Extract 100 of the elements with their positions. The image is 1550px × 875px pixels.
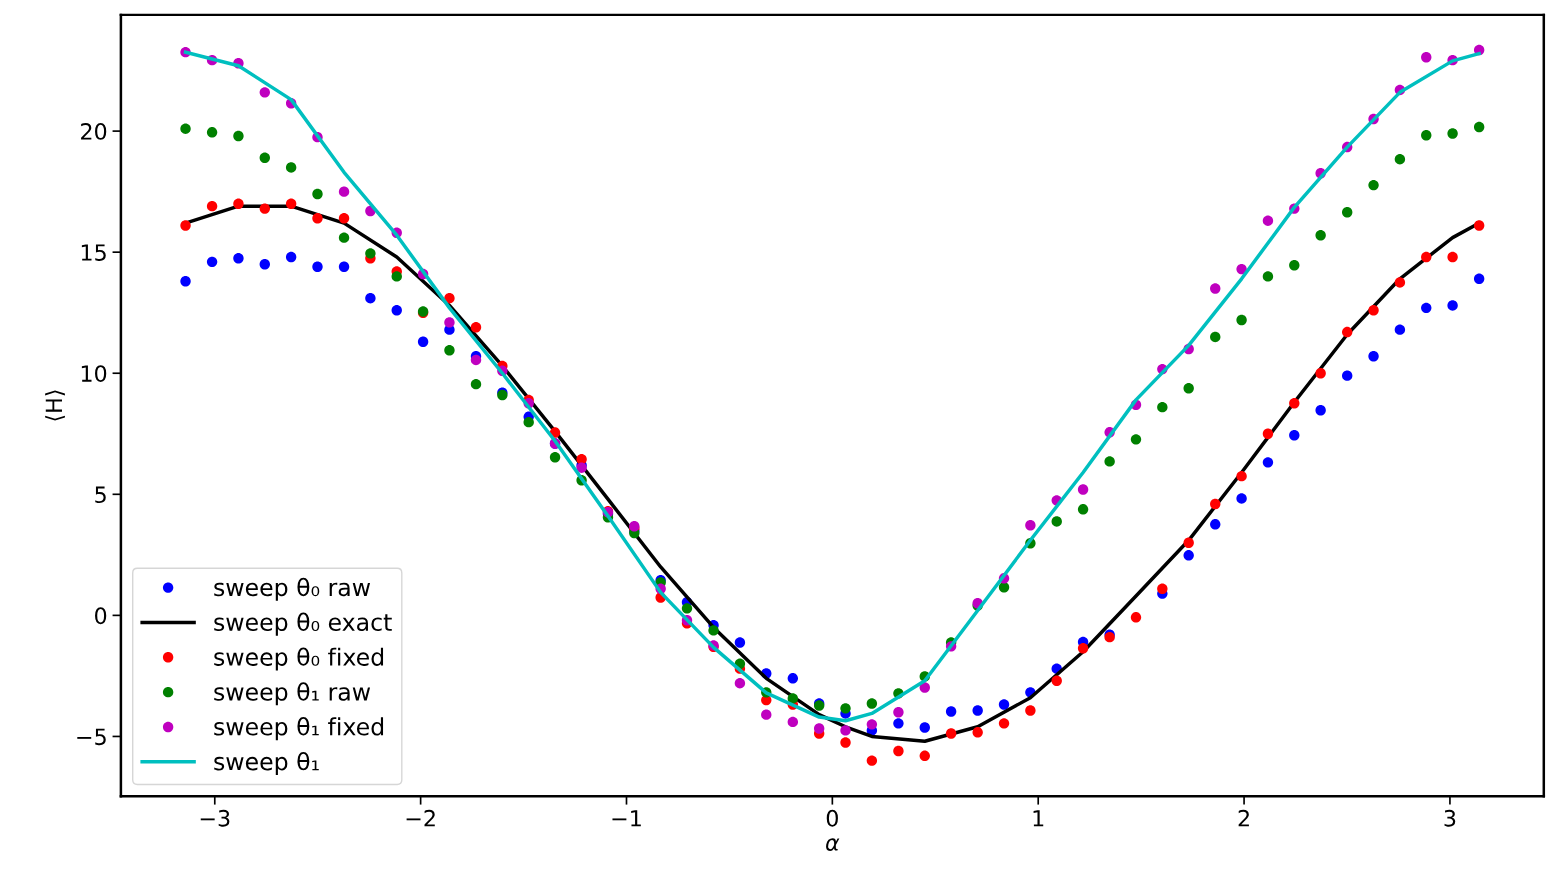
- point: [1447, 300, 1458, 311]
- y-tick-label: 15: [81, 244, 106, 261]
- point: [734, 637, 746, 648]
- point: [1025, 705, 1036, 716]
- point: [761, 709, 772, 720]
- point: [1315, 405, 1326, 416]
- point: [919, 750, 930, 762]
- point: [365, 248, 376, 259]
- point: [233, 253, 244, 264]
- point: [1447, 251, 1458, 263]
- point: [1051, 675, 1062, 686]
- point: [338, 186, 350, 197]
- point: [233, 130, 244, 142]
- legend-label: sweep θ₀ exact: [214, 612, 392, 636]
- point: [866, 719, 878, 730]
- point: [945, 706, 957, 717]
- point: [549, 452, 561, 463]
- point: [1183, 383, 1194, 394]
- point: [1077, 643, 1089, 654]
- y-tick-label: 5: [95, 486, 106, 504]
- point: [1368, 351, 1379, 362]
- point: [523, 416, 534, 428]
- point: [470, 354, 482, 366]
- point: [470, 378, 482, 390]
- point: [813, 723, 825, 734]
- point: [391, 271, 402, 282]
- point: [1342, 370, 1353, 381]
- point: [1210, 519, 1221, 530]
- point: [1473, 273, 1485, 285]
- point: [444, 345, 455, 356]
- point: [919, 722, 930, 733]
- point: [180, 123, 191, 134]
- point: [1236, 493, 1247, 504]
- point: [312, 261, 323, 272]
- point: [734, 677, 746, 689]
- point: [259, 87, 270, 98]
- point: [1051, 516, 1062, 527]
- point: [1157, 401, 1168, 413]
- point: [1210, 283, 1221, 294]
- y-tick-label: 20: [81, 123, 107, 140]
- point: [1342, 207, 1353, 218]
- point: [576, 453, 587, 465]
- point: [259, 203, 270, 214]
- point: [945, 728, 957, 739]
- point: [1394, 153, 1406, 165]
- point: [1342, 326, 1353, 338]
- point: [972, 705, 983, 716]
- legend-label: sweep θ₁ fixed: [214, 717, 384, 741]
- x-axis-title: α: [826, 838, 840, 851]
- point: [1183, 550, 1194, 561]
- point: [1473, 121, 1485, 133]
- point: [1077, 484, 1089, 495]
- point: [893, 745, 904, 757]
- point: [787, 693, 799, 704]
- legend-label: sweep θ₁ raw: [214, 682, 371, 706]
- y-tick-label: −5: [77, 728, 106, 746]
- point: [470, 322, 482, 333]
- point: [1262, 271, 1274, 282]
- point: [787, 673, 799, 684]
- point: [866, 698, 878, 709]
- point: [1183, 537, 1194, 548]
- point: [1289, 398, 1300, 409]
- point: [840, 737, 851, 748]
- point: [1130, 612, 1142, 623]
- y-tick-label: 10: [81, 365, 107, 382]
- point: [1394, 277, 1406, 288]
- point: [338, 261, 350, 272]
- point: [1315, 368, 1326, 379]
- point: [1262, 428, 1274, 439]
- x-tick-label: −1: [612, 810, 641, 827]
- point: [919, 682, 930, 693]
- y-axis-title: ⟨H⟩: [45, 390, 65, 421]
- point: [1421, 251, 1432, 263]
- x-tick-label: 3: [1444, 809, 1456, 827]
- point: [1421, 130, 1432, 141]
- legend-label: sweep θ₀ raw: [214, 577, 371, 601]
- point: [365, 292, 376, 304]
- point: [1473, 220, 1485, 231]
- x-tick-label: 2: [1238, 809, 1249, 827]
- point: [1289, 430, 1300, 441]
- legend-label: sweep θ₀ fixed: [214, 647, 384, 671]
- point: [998, 582, 1010, 593]
- point: [180, 276, 191, 287]
- point: [893, 707, 904, 718]
- point: [681, 603, 693, 614]
- point: [285, 198, 297, 209]
- point: [1236, 314, 1247, 326]
- x-tick-label: 0: [826, 809, 838, 827]
- point: [1421, 302, 1432, 314]
- point: [259, 259, 270, 270]
- point: [1236, 470, 1247, 482]
- point: [1236, 263, 1247, 275]
- point: [1210, 498, 1221, 510]
- point: [285, 162, 297, 173]
- point: [444, 317, 455, 328]
- point: [206, 256, 218, 268]
- point: [998, 718, 1010, 729]
- point: [312, 188, 323, 200]
- point: [708, 625, 719, 636]
- point: [1368, 305, 1379, 316]
